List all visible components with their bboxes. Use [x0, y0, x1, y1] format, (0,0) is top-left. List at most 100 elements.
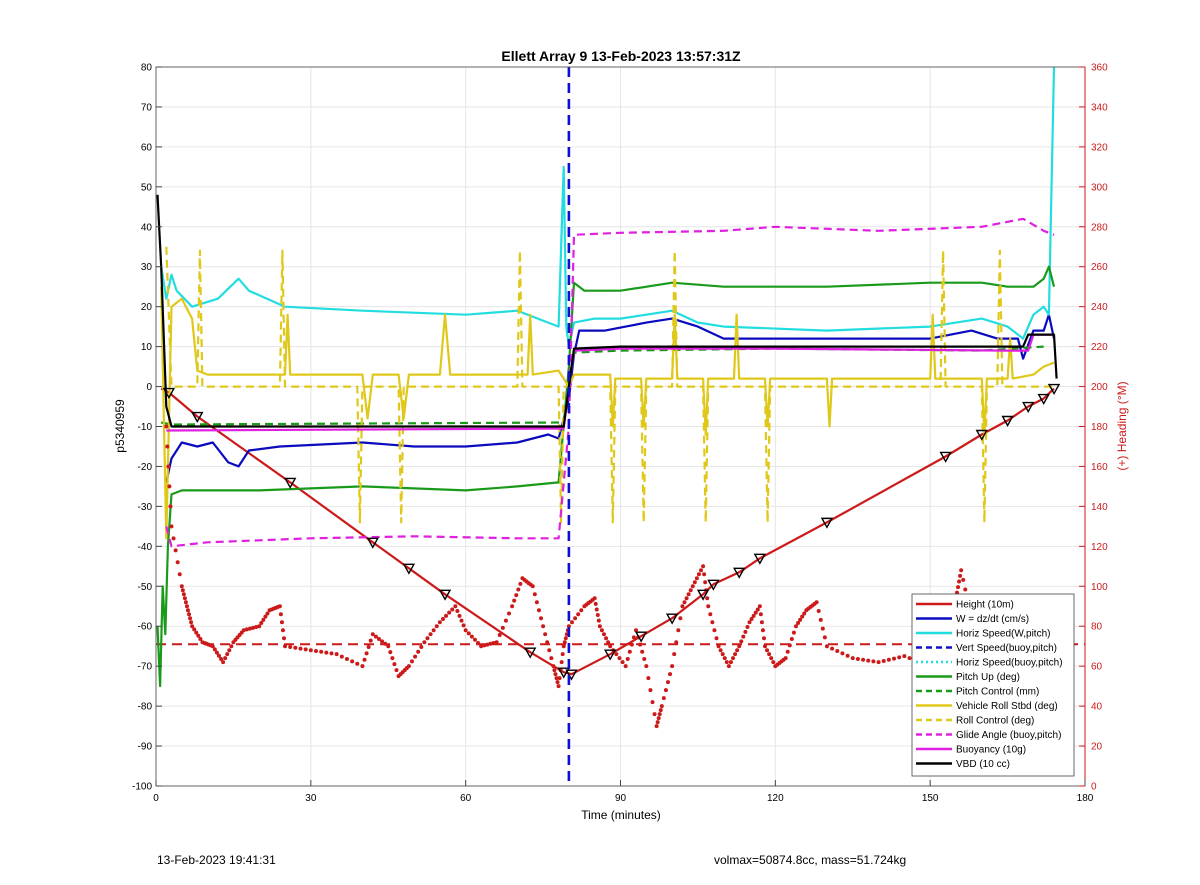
- chart-title: Ellett Array 9 13-Feb-2023 13:57:31Z: [501, 48, 741, 64]
- heading-point: [731, 656, 736, 661]
- heading-point: [324, 650, 329, 655]
- heading-point: [751, 613, 756, 618]
- height-marker: [1022, 401, 1035, 413]
- heading-point: [503, 618, 508, 623]
- heading-point: [447, 610, 452, 615]
- heading-point: [183, 600, 188, 605]
- heading-point: [422, 640, 427, 645]
- heading-point: [450, 607, 455, 612]
- heading-point: [718, 648, 723, 653]
- heading-point: [818, 617, 823, 622]
- heading-point: [596, 618, 601, 623]
- heading-point: [210, 644, 215, 649]
- heading-point: [532, 592, 537, 597]
- footer-timestamp: 13-Feb-2023 19:41:31: [157, 853, 276, 867]
- heading-point: [479, 644, 484, 649]
- heading-point: [241, 628, 246, 633]
- heading-point: [192, 627, 197, 632]
- heading-point: [434, 624, 439, 629]
- heading-point: [251, 625, 256, 630]
- heading-point: [716, 644, 721, 649]
- heading-point: [601, 632, 606, 637]
- heading-point: [606, 640, 611, 645]
- heading-point: [303, 647, 308, 652]
- plot-series: [156, 66, 1085, 786]
- heading-point: [816, 609, 821, 614]
- heading-point: [668, 672, 673, 677]
- heading-point: [431, 628, 436, 633]
- heading-point: [656, 716, 661, 721]
- heading-point: [373, 634, 378, 639]
- heading-point: [425, 636, 430, 641]
- heading-point: [897, 655, 902, 660]
- heading-point: [476, 640, 481, 645]
- x-tick-label: 180: [1077, 793, 1094, 804]
- heading-point: [684, 596, 689, 601]
- heading-point: [485, 642, 490, 647]
- heading-point: [168, 504, 173, 509]
- heading-point: [188, 616, 193, 621]
- heading-point: [453, 604, 458, 609]
- height-marker: [557, 667, 570, 679]
- heading-point: [298, 646, 303, 651]
- y-tick-label: -60: [138, 622, 153, 633]
- heading-point: [771, 660, 776, 665]
- heading-point: [680, 604, 685, 609]
- heading-point: [283, 644, 288, 649]
- heading-point: [510, 604, 515, 609]
- heading-point: [690, 584, 695, 589]
- heading-point: [957, 579, 962, 584]
- heading-point: [623, 664, 628, 669]
- height-marker: [820, 517, 834, 529]
- heading-point: [638, 642, 643, 647]
- heading-point: [720, 652, 725, 657]
- heading-point: [551, 664, 556, 669]
- y2-tick-label: 160: [1091, 462, 1108, 473]
- heading-point: [280, 628, 285, 633]
- heading-point: [549, 656, 554, 661]
- heading-point: [785, 649, 790, 654]
- heading-point: [198, 637, 203, 642]
- heading-point: [757, 604, 762, 609]
- legend-label: Pitch Up (deg): [956, 672, 1020, 683]
- y2-tick-label: 40: [1091, 702, 1103, 713]
- heading-point: [219, 656, 224, 661]
- heading-point: [646, 676, 651, 681]
- heading-point: [281, 636, 286, 641]
- y2-tick-label: 340: [1091, 102, 1108, 113]
- heading-point: [592, 596, 597, 601]
- height-marker: [733, 567, 746, 579]
- y-tick-label: 60: [141, 142, 153, 153]
- heading-point: [212, 647, 217, 652]
- heading-point: [244, 627, 249, 632]
- heading-point: [871, 659, 876, 664]
- heading-point: [491, 640, 496, 645]
- heading-point: [855, 656, 860, 661]
- height-marker: [191, 411, 204, 423]
- heading-point: [629, 642, 634, 647]
- heading-point: [712, 628, 717, 633]
- heading-point: [963, 587, 968, 592]
- y-tick-label: -90: [138, 742, 153, 753]
- heading-point: [594, 607, 599, 612]
- y2-tick-label: 260: [1091, 262, 1108, 273]
- heading-point: [259, 621, 264, 626]
- heading-point: [557, 676, 562, 681]
- series-w-dz-dt-cm-s: [165, 313, 1056, 483]
- heading-point: [850, 656, 855, 661]
- height-marker: [438, 589, 452, 601]
- heading-point: [706, 604, 711, 609]
- legend-label: Buoyancy (10g): [956, 745, 1026, 756]
- heading-point: [702, 572, 707, 577]
- footer-volmax-mass: volmax=50874.8cc, mass=51.724kg: [714, 853, 907, 867]
- heading-point: [177, 572, 182, 577]
- heading-point: [617, 656, 622, 661]
- grid: [155, 66, 1086, 787]
- heading-point: [759, 620, 764, 625]
- heading-point: [876, 660, 881, 665]
- heading-point: [554, 676, 559, 681]
- height-marker: [1037, 393, 1050, 405]
- heading-point: [254, 625, 259, 630]
- heading-point: [165, 444, 170, 449]
- heading-point: [329, 651, 334, 656]
